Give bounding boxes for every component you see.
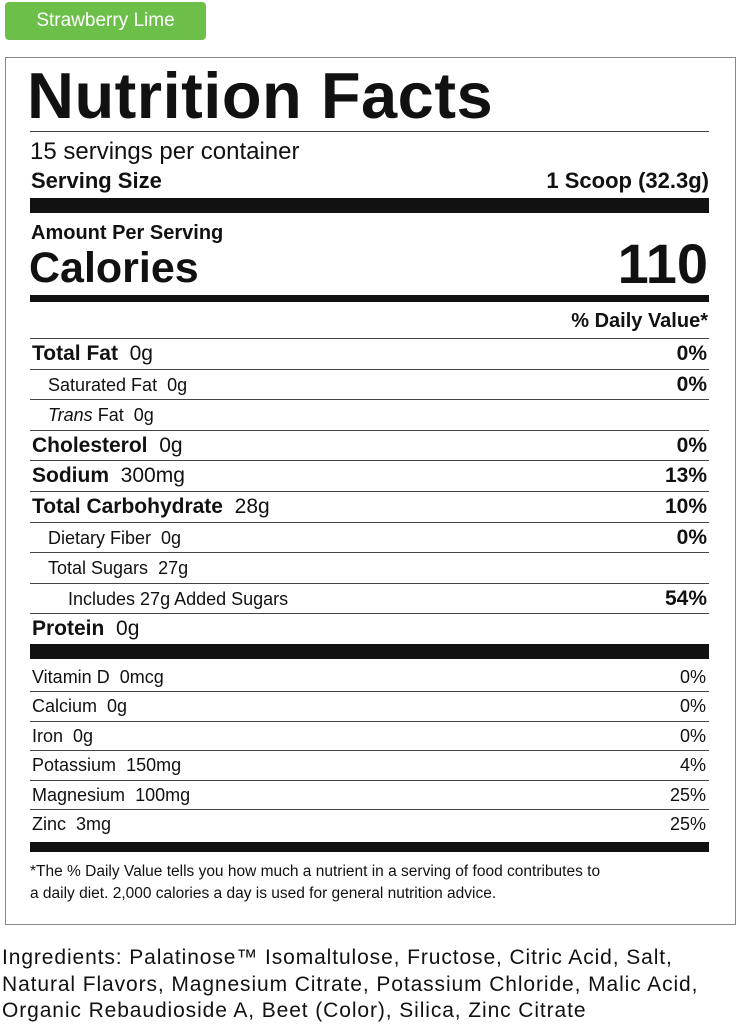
vitamin-name: Calcium [32, 696, 98, 717]
nutrient-dv: 0% [676, 525, 707, 549]
nutrient-name: Dietary Fiber [48, 527, 152, 548]
vitamin-name: Iron [32, 725, 64, 746]
rule [30, 809, 709, 810]
flavor-tag: Strawberry Lime [5, 2, 206, 40]
rule [30, 399, 709, 401]
rule [30, 368, 709, 370]
nutrient-row: Includes 27g Added Sugars [68, 585, 288, 613]
footnote-line: a daily diet. 2,000 calories a day is us… [30, 885, 497, 902]
nutrient-amount: 27g [158, 558, 189, 579]
nutrient-dv: 54% [664, 586, 707, 610]
vitamin-dv: 25% [669, 814, 706, 834]
rule [30, 613, 709, 615]
nutrient-amount: 0g [159, 433, 183, 457]
nutrient-row: Saturated Fat 0g [48, 371, 187, 399]
vitamin-dv: 0% [679, 725, 706, 746]
nutrient-name: Protein [32, 617, 105, 641]
rule [30, 429, 709, 431]
vitamin-amount: 0g [107, 696, 128, 717]
vitamin-amount: 100mg [135, 784, 191, 805]
vitamin-amount: 150mg [126, 755, 182, 776]
ingredients-line: Ingredients: Palatinose™ Isomaltulose, F… [2, 946, 673, 969]
daily-value-header: % Daily Value* [571, 310, 708, 332]
rule [30, 338, 709, 339]
vitamin-row: Calcium 0g [32, 692, 127, 720]
nutrient-amount: 0g [116, 617, 140, 641]
vitamin-row: Zinc 3mg [32, 810, 111, 838]
nutrient-amount: 0g [161, 527, 182, 548]
nutrient-row: Total Sugars 27g [48, 554, 188, 582]
nutrient-row: Dietary Fiber 0g [48, 524, 181, 552]
rule [30, 131, 709, 132]
label-box [5, 57, 736, 925]
vitamin-amount: 0mcg [119, 667, 164, 687]
rule [30, 521, 709, 523]
thick-rule [30, 842, 709, 852]
nutrient-amount: 0g [167, 374, 188, 395]
nutrient-row: Cholesterol 0g [32, 432, 183, 460]
nutrient-name: Total Carbohydrate [32, 495, 223, 518]
vitamin-name: Potassium [32, 755, 117, 776]
rule [30, 491, 709, 492]
ingredients-line: Natural Flavors, Magnesium Citrate, Pota… [2, 973, 699, 996]
servings: 15 servings per container [30, 138, 300, 165]
ingredients-line: Organic Rebaudioside A, Beet (Color), Si… [2, 999, 587, 1022]
vitamin-row: Magnesium 100mg [32, 781, 190, 809]
vitamin-name: Vitamin D [32, 667, 110, 687]
nutrient-row: Protein 0g [32, 615, 139, 643]
nutrient-row: Sodium 300mg [32, 462, 185, 490]
nutrient-name: Sodium [32, 464, 109, 488]
nutrient-name: Fat [97, 405, 124, 426]
vitamin-row: Potassium 150mg [32, 751, 181, 779]
vitamin-dv: 25% [669, 784, 706, 805]
nutrient-name: Total Sugars [48, 558, 149, 579]
rule [30, 720, 709, 722]
nutrient-dv: 13% [664, 464, 707, 488]
vitamin-row: Vitamin D 0mcg [32, 663, 164, 691]
vitamin-name: Zinc [32, 814, 67, 834]
nutrient-name: Saturated Fat [48, 374, 158, 395]
vitamin-dv: 0% [679, 667, 706, 687]
rule [30, 779, 709, 781]
serving-size-value: 1 Scoop (32.3g) [546, 168, 709, 193]
medium-rule [30, 295, 709, 302]
amount-per-serving: Amount Per Serving [31, 222, 224, 244]
nutrient-dv: 0% [676, 372, 707, 396]
vitamin-name: Magnesium [32, 784, 126, 805]
nutrient-row: Total Carbohydrate 28g [32, 493, 270, 521]
nutrient-dv: 0% [676, 433, 707, 457]
nutrient-name: Includes 27g Added Sugars [68, 588, 289, 609]
vitamin-dv: 0% [679, 696, 706, 717]
nutrient-dv: 0% [676, 342, 707, 365]
vitamin-row: Iron 0g [32, 722, 93, 750]
footnote-line: *The % Daily Value tells you how much a … [30, 863, 601, 880]
nutrient-dv: 10% [664, 495, 707, 518]
calories-value: 110 [617, 232, 708, 295]
nutrient-amount: 0g [129, 342, 153, 365]
rule [30, 582, 709, 584]
vitamin-amount: 3mg [76, 814, 112, 834]
rule [30, 691, 709, 693]
title: Nutrition Facts [27, 59, 494, 132]
calories-label: Calories [29, 244, 199, 292]
nutrient-name-italic: Trans [48, 405, 93, 426]
nutrient-amount: 28g [234, 495, 270, 518]
vitamin-dv: 4% [679, 755, 706, 776]
nutrient-row: Total Fat 0g [32, 340, 153, 368]
rule [30, 460, 709, 462]
nutrient-amount: 0g [133, 405, 154, 426]
nutrient-row: Trans Fat 0g [48, 401, 154, 429]
vitamin-amount: 0g [73, 725, 94, 746]
nutrient-name: Cholesterol [32, 433, 148, 457]
serving-size-label: Serving Size [31, 168, 162, 193]
rule [30, 750, 709, 752]
nutrient-amount: 300mg [120, 464, 185, 488]
thick-rule [30, 198, 709, 213]
rule [30, 552, 709, 554]
nutrient-name: Total Fat [32, 342, 118, 365]
thick-rule [30, 644, 709, 659]
